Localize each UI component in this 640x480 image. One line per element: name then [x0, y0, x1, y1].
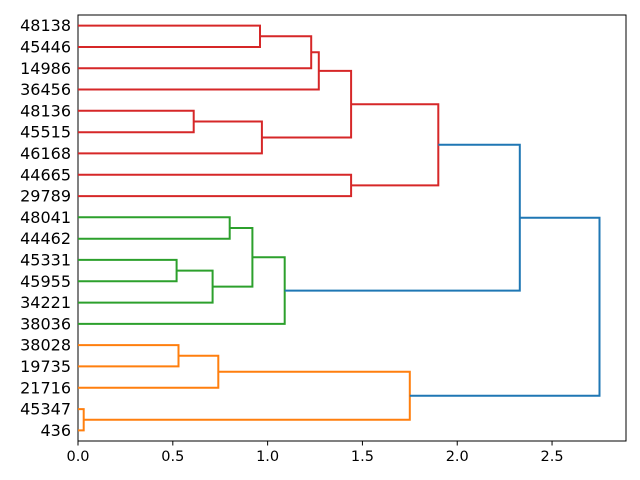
leaf-label: 48136: [20, 101, 71, 120]
x-tick-label: 2.0: [446, 449, 469, 465]
dendrogram-link-g4: [212, 227, 254, 288]
leaf-label: 45331: [20, 250, 71, 269]
dendrogram-link-r3: [78, 51, 320, 91]
leaf-label: 48138: [20, 16, 71, 35]
dendrogram-link-g2: [78, 258, 178, 283]
dendrogram-link-o4: [83, 370, 411, 421]
dendrogram-link-g3: [78, 269, 214, 304]
leaf-label: 44462: [20, 229, 71, 248]
dendrogram-link-o3: [78, 408, 85, 432]
leaf-label: 19735: [20, 357, 71, 376]
x-tick-label: 1.0: [256, 449, 279, 465]
dendrogram-link-r8: [351, 103, 440, 187]
x-tick-label: 0.0: [66, 449, 89, 465]
leaf-label: 29789: [20, 187, 71, 206]
leaf-label: 48041: [20, 208, 71, 227]
dendrogram-link-r5: [78, 120, 263, 155]
dendrogram-link-g5: [78, 256, 286, 325]
leaf-label: 46168: [20, 144, 71, 163]
dendrogram-link-r1: [78, 24, 261, 48]
leaf-label: 14986: [20, 59, 71, 78]
leaf-label: 45955: [20, 272, 71, 291]
dendrogram-link-g1: [78, 216, 231, 240]
dendrogram-link-r2: [78, 35, 313, 70]
leaf-label: 45347: [20, 400, 71, 419]
leaf-label: 38028: [20, 336, 71, 355]
x-tick-label: 1.5: [351, 449, 374, 465]
dendrogram-link-b1: [284, 143, 521, 292]
leaf-label: 38036: [20, 314, 71, 333]
dendrogram-link-r7: [78, 173, 353, 198]
dendrogram-link-o2: [78, 354, 220, 389]
leaf-label: 45446: [20, 37, 71, 56]
leaf-label: 34221: [20, 293, 71, 312]
dendrogram-link-r6: [261, 69, 353, 139]
leaf-label: 21716: [20, 378, 71, 397]
x-tick-label: 0.5: [161, 449, 184, 465]
dendrogram-link-b2: [409, 216, 601, 397]
leaf-label: 436: [40, 421, 71, 440]
plot-border: [77, 14, 627, 442]
leaf-label: 45515: [20, 123, 71, 142]
dendrogram-link-o1: [78, 344, 180, 368]
dendrogram-link-r4: [78, 109, 195, 134]
x-tick-label: 2.5: [541, 449, 564, 465]
leaf-label: 44665: [20, 165, 71, 184]
leaf-label: 36456: [20, 80, 71, 99]
